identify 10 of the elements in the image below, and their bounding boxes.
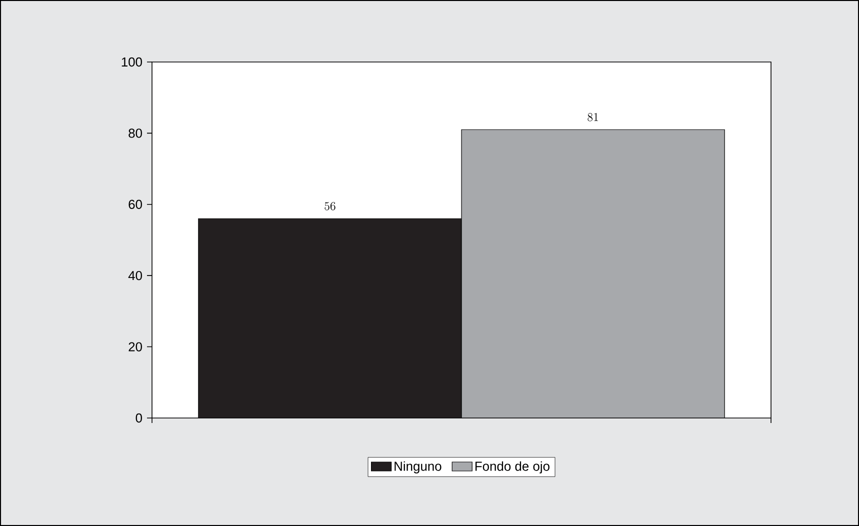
y-tick-label: 40 [128,270,142,280]
y-tick-label: 100 [122,57,142,67]
legend-label: Ninguno [394,461,442,474]
y-tick-label: 0 [136,413,142,423]
y-tick-label: 20 [128,342,142,352]
data-label: 81 [588,113,598,122]
y-tick-label: 60 [128,200,142,209]
y-tick-label: 80 [128,128,142,138]
data-label: 56 [324,202,336,210]
legend-label: Fondo de ojo [475,461,550,474]
